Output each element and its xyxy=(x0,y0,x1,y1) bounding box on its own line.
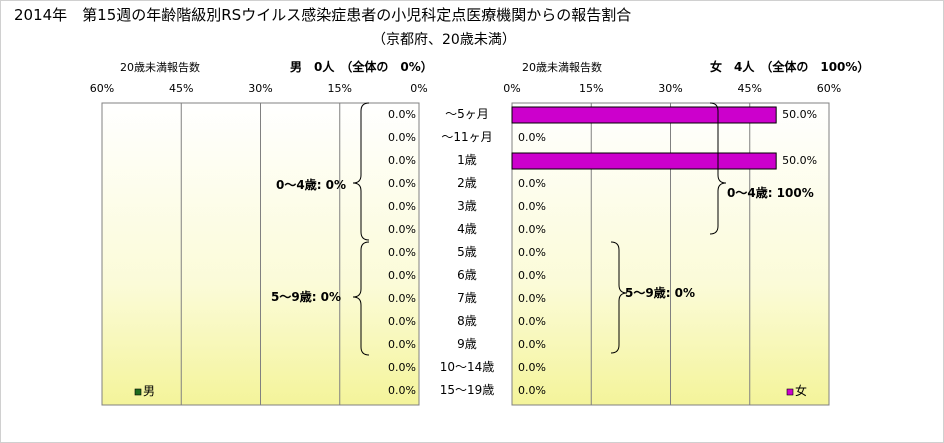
male-gridlines xyxy=(180,103,341,405)
category-label: 1歳 xyxy=(457,153,477,167)
female-bracket-label-5-9: 5～9歳: 0% xyxy=(625,285,695,300)
category-label: 8歳 xyxy=(457,314,477,328)
male-header-summary: 男 0人 （全体の 0%） xyxy=(290,59,433,74)
female-bracket-label-0-4: 0～4歳: 100% xyxy=(727,185,814,200)
female-legend-swatch xyxy=(786,388,794,396)
category-label: 5歳 xyxy=(457,245,477,259)
male-bracket-5-9 xyxy=(352,241,370,356)
male-tick-labels: 60% 45% 30% 15% 0% xyxy=(90,82,428,95)
male-legend-swatch xyxy=(134,388,142,396)
female-tick-label: 0% xyxy=(503,82,520,95)
male-legend-label: 男 xyxy=(143,384,155,398)
female-tick-labels: 0% 15% 30% 45% 60% xyxy=(503,82,841,95)
female-tick-label: 45% xyxy=(738,82,762,95)
female-bars xyxy=(511,106,777,170)
male-value-label: 0.0% xyxy=(388,315,416,328)
male-value-label: 0.0% xyxy=(388,338,416,351)
category-label: 10～14歳 xyxy=(440,360,495,374)
female-header-label: 20歳未満報告数 xyxy=(522,61,602,74)
male-header-label: 20歳未満報告数 xyxy=(120,61,200,74)
female-header-summary: 女 4人 （全体の 100%） xyxy=(710,59,869,74)
female-value-label: 0.0% xyxy=(518,269,546,282)
female-tick-label: 15% xyxy=(579,82,603,95)
female-value-label: 0.0% xyxy=(518,315,546,328)
female-value-label: 50.0% xyxy=(782,108,817,121)
male-value-label: 0.0% xyxy=(388,246,416,259)
male-value-label: 0.0% xyxy=(388,131,416,144)
male-tick-label: 15% xyxy=(328,82,352,95)
female-value-label: 0.0% xyxy=(518,361,546,374)
category-label: 3歳 xyxy=(457,199,477,213)
female-legend-label: 女 xyxy=(795,383,807,398)
female-value-label: 0.0% xyxy=(518,246,546,259)
male-value-labels: 0.0% 0.0% 0.0% 0.0% 0.0% 0.0% 0.0% 0.0% 0.0% 0.0%… xyxy=(388,108,416,397)
category-label: 15～19歳 xyxy=(440,383,495,397)
male-value-label: 0.0% xyxy=(388,384,416,397)
female-value-label: 0.0% xyxy=(518,384,546,397)
category-label: 9歳 xyxy=(457,337,477,351)
male-tick-label: 45% xyxy=(169,82,193,95)
female-tick-label: 60% xyxy=(817,82,841,95)
female-value-label: 0.0% xyxy=(518,338,546,351)
female-value-label: 0.0% xyxy=(518,177,546,190)
chart-title: 2014年 第15週の年齢階級別RSウイルス感染症患者の小児科定点医療機関からの… xyxy=(14,6,631,24)
category-labels: ～5ヶ月 ～11ヶ月 1歳 2歳 3歳 4歳 5歳 6歳 7歳 8歳 9歳 10～14歳 15～19歳 xyxy=(440,107,495,397)
female-value-label: 0.0% xyxy=(518,223,546,236)
male-bracket-label-0-4: 0～4歳: 0% xyxy=(276,177,346,192)
female-tick-label: 30% xyxy=(658,82,682,95)
female-bracket-0-4 xyxy=(709,102,727,235)
female-bar xyxy=(511,106,777,124)
category-label: 6歳 xyxy=(457,268,477,282)
male-value-label: 0.0% xyxy=(388,177,416,190)
male-bracket-label-5-9: 5～9歳: 0% xyxy=(271,289,341,304)
category-label: 7歳 xyxy=(457,291,477,305)
female-bar xyxy=(511,152,777,170)
category-label: 2歳 xyxy=(457,176,477,190)
male-value-label: 0.0% xyxy=(388,292,416,305)
category-label: ～11ヶ月 xyxy=(441,130,492,144)
female-value-label: 0.0% xyxy=(518,200,546,213)
male-value-label: 0.0% xyxy=(388,269,416,282)
female-value-labels: 50.0% 0.0% 50.0% 0.0% 0.0% 0.0% 0.0% 0.0% 0.0% 0.… xyxy=(518,108,817,397)
female-value-label: 0.0% xyxy=(518,131,546,144)
male-value-label: 0.0% xyxy=(388,200,416,213)
male-value-label: 0.0% xyxy=(388,154,416,167)
female-bracket-5-9 xyxy=(610,241,628,354)
female-value-label: 0.0% xyxy=(518,292,546,305)
male-tick-label: 0% xyxy=(410,82,427,95)
male-bracket-0-4 xyxy=(352,102,370,241)
male-tick-label: 30% xyxy=(248,82,272,95)
category-label: 4歳 xyxy=(457,222,477,236)
chart-subtitle: （京都府、20歳未満） xyxy=(372,32,516,48)
category-label: ～5ヶ月 xyxy=(445,107,489,121)
male-value-label: 0.0% xyxy=(388,223,416,236)
male-tick-label: 60% xyxy=(90,82,114,95)
female-value-label: 50.0% xyxy=(782,154,817,167)
male-value-label: 0.0% xyxy=(388,108,416,121)
male-value-label: 0.0% xyxy=(388,361,416,374)
